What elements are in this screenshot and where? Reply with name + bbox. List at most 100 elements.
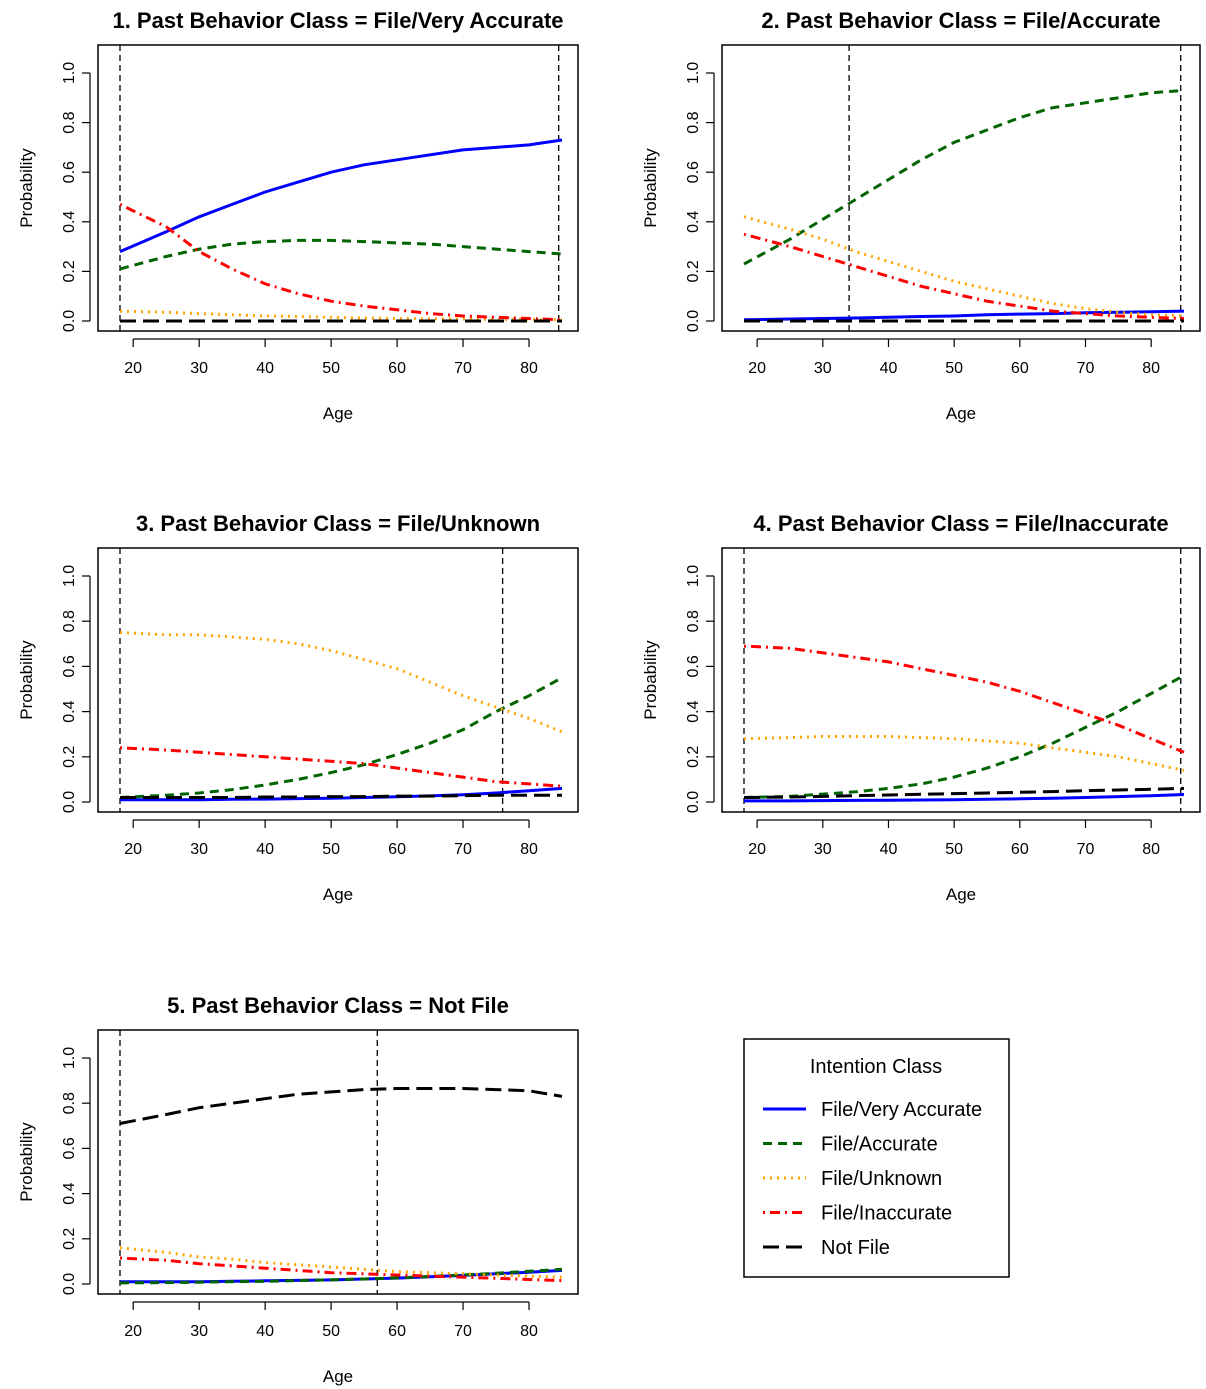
x-tick-label: 30 [190,1323,208,1340]
y-tick-label: 0.8 [61,1092,78,1114]
panel-title: 3. Past Behavior Class = File/Unknown [136,511,540,536]
y-tick-label: 0.8 [685,610,702,632]
y-tick-label: 0.4 [61,700,78,722]
legend-label-not_file: Not File [821,1237,890,1259]
plot-frame [721,547,1201,813]
series-line-unknown [119,631,563,734]
series-line-very_accurate [120,786,563,802]
legend-box [743,1038,1010,1278]
y-tick-label: 0.6 [61,1137,78,1159]
x-axis-label: Age [946,885,976,904]
series-line-unknown [743,735,1185,772]
series-line-inaccurate [119,1256,563,1283]
x-tick-label: 60 [1011,841,1029,858]
x-tick-label: 50 [322,841,340,858]
x-tick-label: 70 [454,841,472,858]
y-tick-label: 0.8 [685,111,702,133]
x-tick-label: 40 [880,360,898,377]
series-line-inaccurate [743,232,1185,320]
x-tick-label: 50 [322,360,340,377]
series-line-not_file [119,1087,563,1125]
plot-frame [97,44,579,332]
panel-4: 4. Past Behavior Class = File/Inaccurate… [641,511,1201,904]
x-axis-label: Age [323,1367,353,1386]
y-tick-label: 0.0 [61,791,78,813]
y-tick-label: 0.2 [685,260,702,282]
x-tick-label: 60 [388,360,406,377]
y-axis-label: Probability [17,640,36,720]
y-tick-label: 1.0 [61,62,78,84]
x-tick-label: 80 [1142,841,1160,858]
series-line-unknown [119,1246,563,1279]
x-axis-label: Age [323,885,353,904]
x-tick-label: 20 [124,841,142,858]
x-tick-label: 50 [945,841,963,858]
legend-label-inaccurate: File/Inaccurate [821,1203,952,1225]
y-tick-label: 0.4 [61,211,78,233]
legend: Intention Class File/Very Accurate File/A… [743,1038,1010,1278]
panel-title: 2. Past Behavior Class = File/Accurate [761,8,1160,33]
x-tick-label: 80 [520,841,538,858]
x-tick-label: 20 [124,360,142,377]
y-tick-label: 1.0 [61,1047,78,1069]
y-tick-label: 0.0 [61,1273,78,1295]
x-tick-label: 50 [322,1323,340,1340]
panel-3: 3. Past Behavior Class = File/Unknown 0.0… [17,511,579,904]
y-tick-label: 0.0 [685,791,702,813]
x-tick-label: 70 [454,1323,472,1340]
y-tick-label: 0.6 [685,655,702,677]
x-tick-label: 40 [256,1323,274,1340]
x-tick-label: 30 [814,360,832,377]
plot-frame [721,44,1201,332]
series-line-accurate [119,676,563,799]
series-line-very_accurate [744,793,1185,803]
x-tick-label: 40 [256,841,274,858]
x-tick-label: 80 [520,1323,538,1340]
y-tick-label: 0.0 [61,310,78,332]
x-tick-label: 80 [520,360,538,377]
y-axis-label: Probability [17,148,36,228]
x-tick-label: 70 [454,360,472,377]
y-tick-label: 0.4 [685,211,702,233]
y-tick-label: 0.6 [61,161,78,183]
y-axis-label: Probability [641,640,660,720]
y-tick-label: 0.8 [61,610,78,632]
y-tick-label: 0.4 [61,1182,78,1204]
series-line-very_accurate [119,138,563,253]
y-axis-label: Probability [17,1122,36,1202]
series-line-unknown [743,215,1185,318]
legend-label-accurate: File/Accurate [821,1134,938,1156]
y-tick-label: 0.2 [61,260,78,282]
legend-title: Intention Class [810,1056,942,1078]
series-line-inaccurate [119,203,563,322]
plot-frame [97,1029,579,1295]
panel-2: 2. Past Behavior Class = File/Accurate 0.… [641,8,1201,423]
x-axis-label: Age [946,404,976,423]
x-tick-label: 70 [1077,360,1095,377]
series-line-accurate [119,1267,563,1285]
panel-title: 4. Past Behavior Class = File/Inaccurate [753,511,1168,536]
y-tick-label: 1.0 [61,565,78,587]
panel-5: 5. Past Behavior Class = Not File 0.0 0.2 0… [17,993,579,1386]
x-tick-label: 30 [190,841,208,858]
panel-title: 1. Past Behavior Class = File/Very Accur… [112,8,563,33]
x-tick-label: 20 [748,841,766,858]
legend-label-very_accurate: File/Very Accurate [821,1099,982,1121]
x-tick-label: 20 [748,360,766,377]
x-tick-label: 30 [190,360,208,377]
series-line-accurate [743,674,1185,799]
x-tick-label: 60 [388,841,406,858]
y-tick-label: 0.6 [685,161,702,183]
x-tick-label: 40 [880,841,898,858]
y-tick-label: 1.0 [685,565,702,587]
y-tick-label: 0.2 [61,1228,78,1250]
y-tick-label: 0.4 [685,700,702,722]
x-tick-label: 70 [1077,841,1095,858]
x-tick-label: 50 [945,360,963,377]
x-tick-label: 30 [814,841,832,858]
y-tick-label: 0.2 [61,746,78,768]
y-tick-label: 0.2 [685,746,702,768]
y-tick-label: 0.6 [61,655,78,677]
series-line-accurate [743,88,1185,266]
